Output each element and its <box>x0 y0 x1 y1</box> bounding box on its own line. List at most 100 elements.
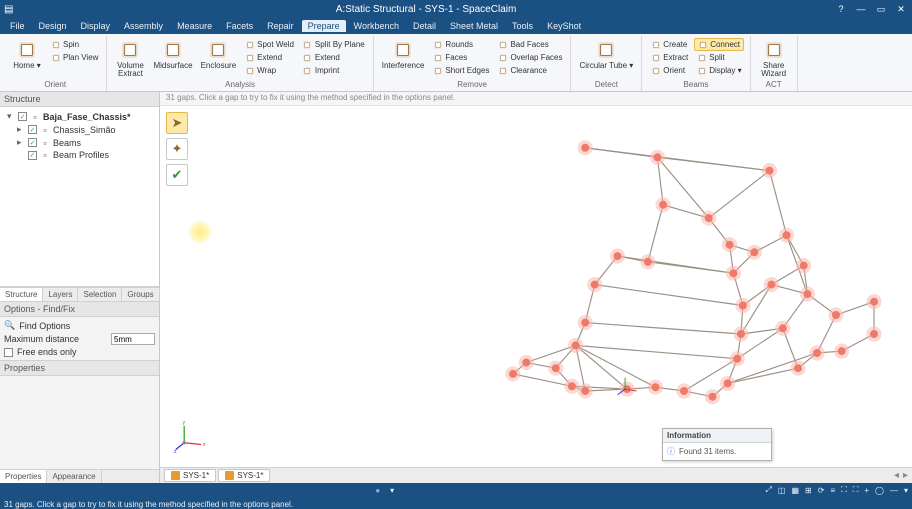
menu-tools[interactable]: Tools <box>506 20 539 32</box>
status-icon-4[interactable]: ⟳ <box>818 486 825 495</box>
sidebar-tab-selection[interactable]: Selection <box>78 288 122 301</box>
rounds[interactable]: Rounds <box>430 38 491 51</box>
tree-row[interactable]: ▾ ✓ ▫ Baja_Fase_Chassis* <box>4 110 155 123</box>
bottom-tab-appearance[interactable]: Appearance <box>47 470 101 483</box>
menu-facets[interactable]: Facets <box>220 20 259 32</box>
free-ends-row[interactable]: Free ends only <box>4 346 155 358</box>
app-menu-icon[interactable]: ▤ <box>4 4 18 15</box>
round-icon <box>432 39 443 50</box>
extend2[interactable]: Extend <box>300 51 367 64</box>
status-icon-5[interactable]: ≡ <box>830 486 835 495</box>
close-button[interactable]: ✕ <box>894 4 908 15</box>
status-icon-6[interactable]: ⛶ <box>841 485 847 495</box>
wrap[interactable]: Wrap <box>242 64 296 77</box>
imprint[interactable]: Imprint <box>300 64 367 77</box>
extract-beam[interactable]: Extract <box>648 51 690 64</box>
status-indicator[interactable]: ● <box>375 486 380 495</box>
home-dropdown[interactable]: Home ▾ <box>10 38 44 71</box>
spot-weld-label: Spot Weld <box>257 40 294 49</box>
split-beam[interactable]: Split <box>694 51 743 64</box>
minimize-button[interactable]: — <box>854 4 868 15</box>
expand-icon[interactable]: ▸ <box>17 124 25 135</box>
menu-workbench[interactable]: Workbench <box>348 20 405 32</box>
sidebar-tab-layers[interactable]: Layers <box>43 288 78 301</box>
viewport[interactable]: 31 gaps. Click a gap to try to fix it us… <box>160 92 912 483</box>
clearance-label: Clearance <box>510 66 546 75</box>
menu-display[interactable]: Display <box>75 20 117 32</box>
status-icon-10[interactable]: — <box>890 486 898 495</box>
menu-assembly[interactable]: Assembly <box>118 20 169 32</box>
status-icon-3[interactable]: ⊞ <box>805 486 812 495</box>
maximize-button[interactable]: ▭ <box>874 4 888 15</box>
circular-tube[interactable]: Circular Tube ▾ <box>577 38 635 71</box>
structure-tree[interactable]: ▾ ✓ ▫ Baja_Fase_Chassis* ▸ ✓ ▫ Chassis_S… <box>0 107 159 287</box>
tree-label: Beam Profiles <box>53 150 109 160</box>
status-sep: ▾ <box>390 486 394 495</box>
doc-tab-1[interactable]: SYS-1* <box>218 469 270 482</box>
split-by-plane[interactable]: Split By Plane <box>300 38 367 51</box>
status-icon-9[interactable]: ◯ <box>875 486 884 495</box>
tree-checkbox[interactable]: ✓ <box>28 138 37 147</box>
fix-gap-tool[interactable]: ✦ <box>166 138 188 160</box>
menu-repair[interactable]: Repair <box>261 20 300 32</box>
overlap-faces[interactable]: Overlap Faces <box>495 51 564 64</box>
faces[interactable]: Faces <box>430 51 491 64</box>
plan-view[interactable]: Plan View <box>48 51 100 64</box>
axis-triad[interactable]: x y z <box>174 419 208 453</box>
bottom-tab-properties[interactable]: Properties <box>0 470 47 483</box>
spot-weld[interactable]: Spot Weld <box>242 38 296 51</box>
connect-icon <box>697 39 708 50</box>
tree-checkbox[interactable]: ✓ <box>28 151 37 160</box>
status-icon-1[interactable]: ◫ <box>778 486 786 495</box>
midsurface[interactable]: Midsurface <box>151 38 194 71</box>
bad-faces[interactable]: Bad Faces <box>495 38 564 51</box>
max-distance-label: Maximum distance <box>4 334 107 344</box>
midsurface-label: Midsurface <box>153 62 192 70</box>
tree-row[interactable]: ✓ ▫ Beam Profiles <box>4 149 155 161</box>
clearance-icon <box>497 65 508 76</box>
select-tool[interactable]: ➤ <box>166 112 188 134</box>
menu-sheet-metal[interactable]: Sheet Metal <box>444 20 504 32</box>
status-icon-0[interactable]: ⤢ <box>766 485 772 495</box>
clearance[interactable]: Clearance <box>495 64 564 77</box>
expand-icon[interactable]: ▾ <box>7 111 15 122</box>
free-ends-checkbox[interactable] <box>4 348 13 357</box>
doc-tab-0[interactable]: SYS-1* <box>164 469 216 482</box>
enclosure[interactable]: Enclosure <box>199 38 239 71</box>
menu-file[interactable]: File <box>4 20 31 32</box>
sidebar-tab-groups[interactable]: Groups <box>122 288 159 301</box>
tree-checkbox[interactable]: ✓ <box>28 125 37 134</box>
menu-detail[interactable]: Detail <box>407 20 442 32</box>
tree-row[interactable]: ▸ ✓ ▫ Beams <box>4 136 155 149</box>
spin[interactable]: Spin <box>48 38 100 51</box>
extend[interactable]: Extend <box>242 51 296 64</box>
share-wizard[interactable]: ShareWizard <box>757 38 791 79</box>
status-icon-7[interactable]: ⛶ <box>853 485 859 495</box>
tree-checkbox[interactable]: ✓ <box>18 112 27 121</box>
status-icon-2[interactable]: ▦ <box>791 486 799 495</box>
short-edges[interactable]: Short Edges <box>430 64 491 77</box>
orient-beam[interactable]: Orient <box>648 64 690 77</box>
max-distance-input[interactable] <box>111 333 155 345</box>
sidebar-tab-structure[interactable]: Structure <box>0 288 43 301</box>
complete-tool[interactable]: ✔ <box>166 164 188 186</box>
doc-tab-nav[interactable]: ◂▸ <box>894 470 908 481</box>
ribbon-group-act: ShareWizardACT <box>751 36 798 91</box>
menu-prepare[interactable]: Prepare <box>302 20 346 32</box>
create[interactable]: Create <box>648 38 690 51</box>
find-options-group: 🔍 Find Options <box>4 319 155 332</box>
status-icon-8[interactable]: + <box>864 486 869 495</box>
wireframe-model[interactable] <box>190 106 912 467</box>
help-button[interactable]: ? <box>834 4 848 15</box>
menu-measure[interactable]: Measure <box>171 20 218 32</box>
tree-row[interactable]: ▸ ✓ ▫ Chassis_Simão <box>4 123 155 136</box>
menu-design[interactable]: Design <box>33 20 73 32</box>
volume-extract[interactable]: VolumeExtract <box>113 38 147 79</box>
interference[interactable]: Interference <box>380 38 427 71</box>
display-beam[interactable]: Display ▾ <box>694 64 743 77</box>
status-bar: 31 gaps. Click a gap to try to fix it us… <box>0 497 912 509</box>
expand-icon[interactable]: ▸ <box>17 137 25 148</box>
connect[interactable]: Connect <box>694 38 743 51</box>
status-icon-11[interactable]: ▾ <box>904 486 908 495</box>
menu-keyshot[interactable]: KeyShot <box>541 20 587 32</box>
